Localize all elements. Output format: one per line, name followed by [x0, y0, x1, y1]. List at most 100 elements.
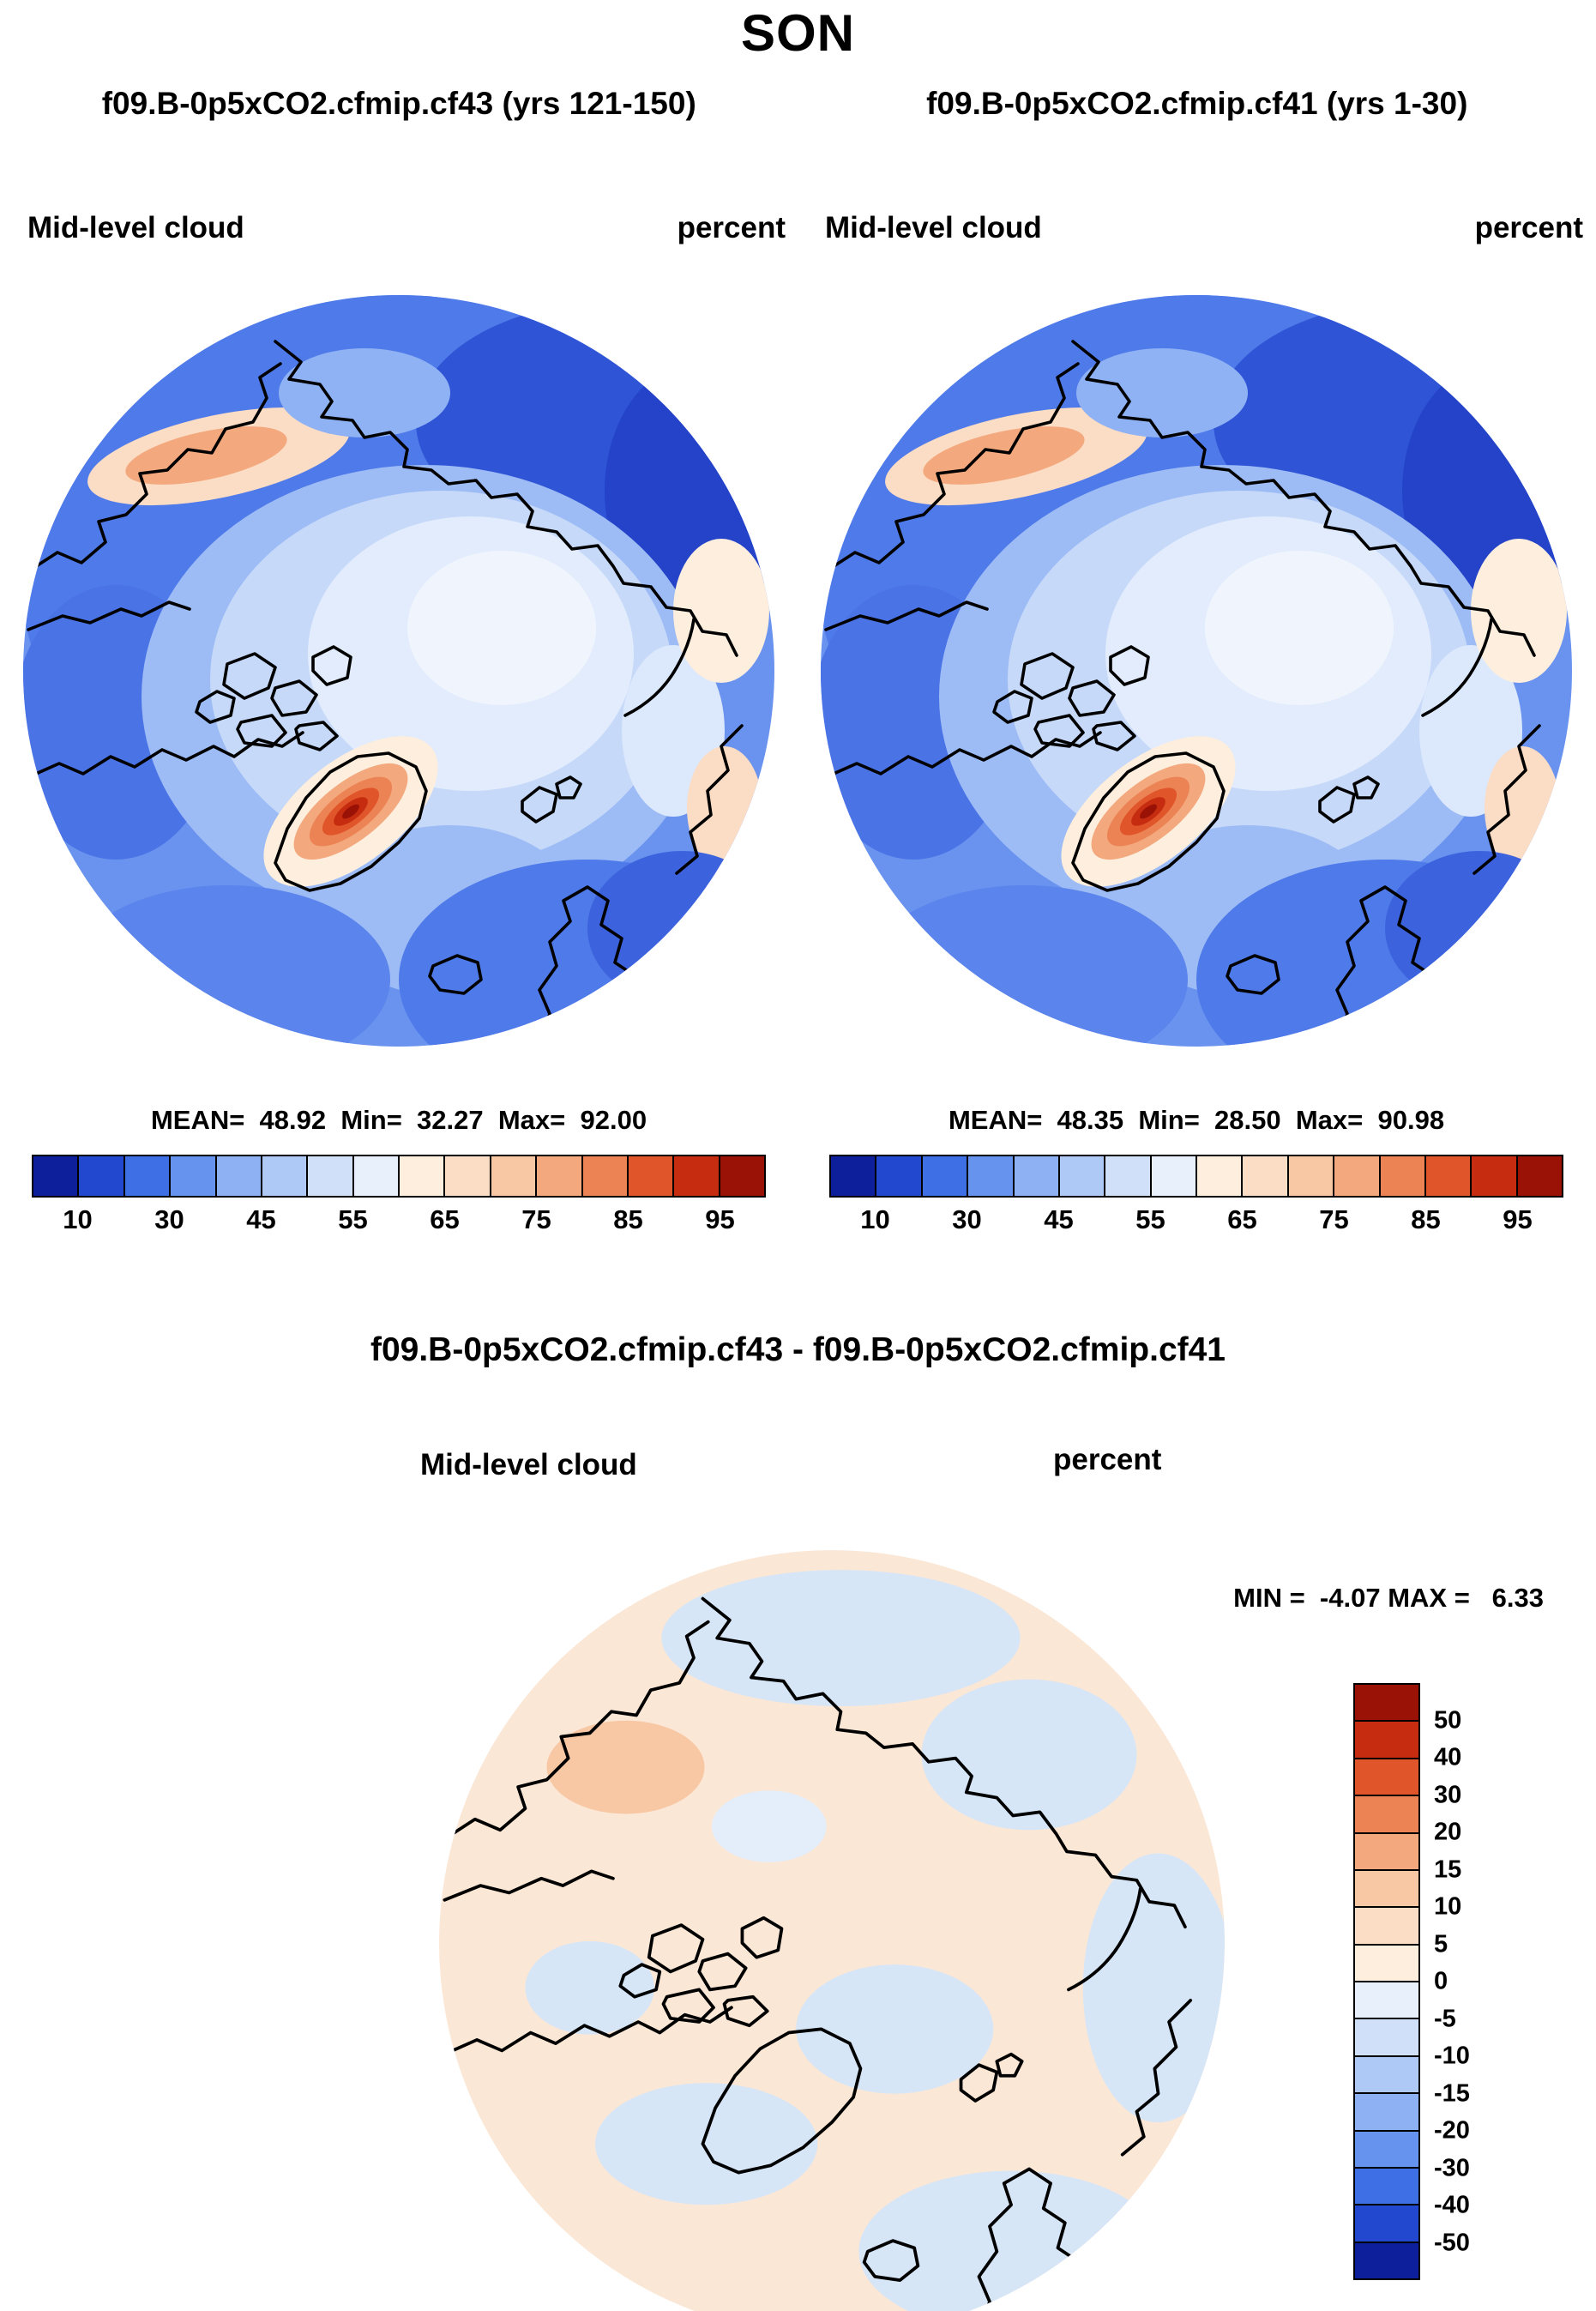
map-cf43: [21, 293, 776, 1048]
colorbar-cf41: [829, 1155, 1563, 1198]
colorbar-cf43: [32, 1155, 766, 1198]
colorbar-cell: [262, 1156, 309, 1196]
colorbar-cell: [1425, 1156, 1473, 1196]
colorbar-cell: [1334, 1156, 1381, 1196]
colorbar-cell: [1059, 1156, 1106, 1196]
colorbar-tick-label: 75: [1319, 1204, 1349, 1234]
colorbar-cell: [968, 1156, 1015, 1196]
difference-stats-line: MIN = -4.07 MAX = 6.33: [1233, 1583, 1544, 1613]
colorbar-cell: [1105, 1156, 1152, 1196]
colorbar-tick-label: 45: [246, 1204, 276, 1234]
colorbar-tick-label: 65: [430, 1204, 460, 1234]
colorbar-tick-label: -15: [1434, 2079, 1470, 2107]
colorbar-tick-label: 15: [1434, 1855, 1462, 1883]
field-label: Mid-level cloud: [27, 211, 244, 244]
panels-row: Mid-level cloud percent MEAN= 48.92 Min=…: [0, 210, 1596, 1240]
colorbar-cell: [1355, 2242, 1418, 2278]
colorbar-cell: [1355, 1982, 1418, 2020]
colorbar-tick-label: 85: [613, 1204, 643, 1234]
colorbar-cell: [400, 1156, 446, 1196]
difference-units-label: percent: [1053, 1443, 1162, 1476]
colorbar-tick-label: -50: [1434, 2229, 1470, 2256]
panel-header-cf41: Mid-level cloud percent: [798, 210, 1595, 246]
colorbar-cell: [1288, 1156, 1335, 1196]
colorbar-cell: [353, 1156, 400, 1196]
units-label: percent: [1474, 211, 1583, 244]
colorbar-cell: [33, 1156, 80, 1196]
colorbar-tick-label: 55: [338, 1204, 368, 1234]
colorbar-cell: [216, 1156, 262, 1196]
colorbar-cell: [876, 1156, 923, 1196]
colorbar-cell: [1517, 1156, 1562, 1196]
colorbar-cell: [1014, 1156, 1060, 1196]
colorbar-tick-label: -40: [1434, 2191, 1470, 2219]
panel-title-cf43: f09.B-0p5xCO2.cfmip.cf43 (yrs 121-150): [101, 86, 696, 121]
colorbar-cell: [1380, 1156, 1426, 1196]
colorbar-tick-label: -30: [1434, 2154, 1470, 2181]
colorbar-cell: [171, 1156, 217, 1196]
colorbar-tick-label: -20: [1434, 2116, 1470, 2145]
panel-header-cf43: Mid-level cloud percent: [0, 210, 798, 246]
colorbar-tick-label: 95: [705, 1204, 735, 1234]
colorbar-tick-label: 30: [952, 1204, 982, 1234]
colorbar-cell: [1355, 1796, 1418, 1834]
colorbar-cell: [1355, 2056, 1418, 2095]
colorbar-tick-label: 0: [1434, 1967, 1448, 1995]
colorbar-cell: [1355, 2131, 1418, 2169]
colorbar-tick-label: 55: [1135, 1204, 1165, 1234]
map-difference: [437, 1548, 1226, 2311]
colorbar-cell: [1151, 1156, 1197, 1196]
colorbar-cell: [1355, 1945, 1418, 1982]
colorbar-tick-label: 85: [1411, 1204, 1441, 1234]
panel-titles-row: f09.B-0p5xCO2.cfmip.cf43 (yrs 121-150) f…: [0, 86, 1596, 122]
figure-title: SON: [740, 4, 856, 62]
colorbar-cell: [831, 1156, 877, 1196]
colorbar-difference: [1353, 1683, 1420, 2280]
colorbar-cell: [445, 1156, 491, 1196]
colorbar-tick-label: -5: [1434, 2005, 1456, 2032]
colorbar-ticks-cf41: 10 30 45 55 65 75 85 95: [829, 1204, 1563, 1240]
colorbar-cell: [79, 1156, 125, 1196]
colorbar-ticks-cf43: 10 30 45 55 65 75 85 95: [32, 1204, 766, 1240]
colorbar-cell: [1355, 2094, 1418, 2132]
colorbar-tick-label: 10: [1434, 1892, 1462, 1921]
colorbar-ticks-difference: 50 40 30 20 15 10 5 0 -5 -10 -15 -20 -30 -40 -50: [1434, 1683, 1537, 2280]
colorbar-tick-label: -10: [1434, 2042, 1470, 2070]
colorbar-cell: [582, 1156, 629, 1196]
colorbar-cell: [308, 1156, 354, 1196]
panel-cf43: Mid-level cloud percent MEAN= 48.92 Min=…: [0, 210, 798, 1240]
colorbar-cell: [1355, 2168, 1418, 2206]
colorbar-tick-label: 50: [1434, 1706, 1462, 1734]
units-label: percent: [677, 211, 786, 244]
colorbar-cell: [1355, 1870, 1418, 1909]
polar-map-cf41: [819, 293, 1574, 1048]
colorbar-cell: [1355, 2019, 1418, 2057]
colorbar-cell: [1355, 1908, 1418, 1946]
panel-title-cf41: f09.B-0p5xCO2.cfmip.cf41 (yrs 1-30): [926, 86, 1468, 121]
colorbar-cell: [1355, 1833, 1418, 1871]
colorbar-cell: [1355, 1722, 1418, 1759]
colorbar-tick-label: 10: [63, 1204, 93, 1234]
colorbar-tick-label: 30: [1434, 1781, 1462, 1808]
colorbar-tick-label: 45: [1044, 1204, 1074, 1234]
colorbar-cell: [922, 1156, 969, 1196]
colorbar-cell: [124, 1156, 172, 1196]
colorbar-cell: [1355, 1759, 1418, 1797]
colorbar-cell: [1355, 1685, 1418, 1723]
colorbar-tick-label: 10: [860, 1204, 890, 1234]
difference-field-label: Mid-level cloud: [420, 1448, 637, 1481]
stats-line-cf41: MEAN= 48.35 Min= 28.50 Max= 90.98: [948, 1105, 1445, 1135]
polar-map-cf43: [21, 293, 776, 1048]
stats-line-cf43: MEAN= 48.92 Min= 32.27 Max= 92.00: [150, 1105, 647, 1135]
colorbar-cell: [720, 1156, 764, 1196]
colorbar-tick-label: 95: [1503, 1204, 1533, 1234]
colorbar-tick-label: 20: [1434, 1818, 1462, 1846]
colorbar-cell: [491, 1156, 538, 1196]
colorbar-cell: [1243, 1156, 1289, 1196]
colorbar-cell: [628, 1156, 675, 1196]
colorbar-tick-label: 5: [1434, 1930, 1448, 1958]
colorbar-cell: [1197, 1156, 1244, 1196]
colorbar-tick-label: 30: [154, 1204, 184, 1234]
colorbar-tick-label: 40: [1434, 1743, 1462, 1771]
